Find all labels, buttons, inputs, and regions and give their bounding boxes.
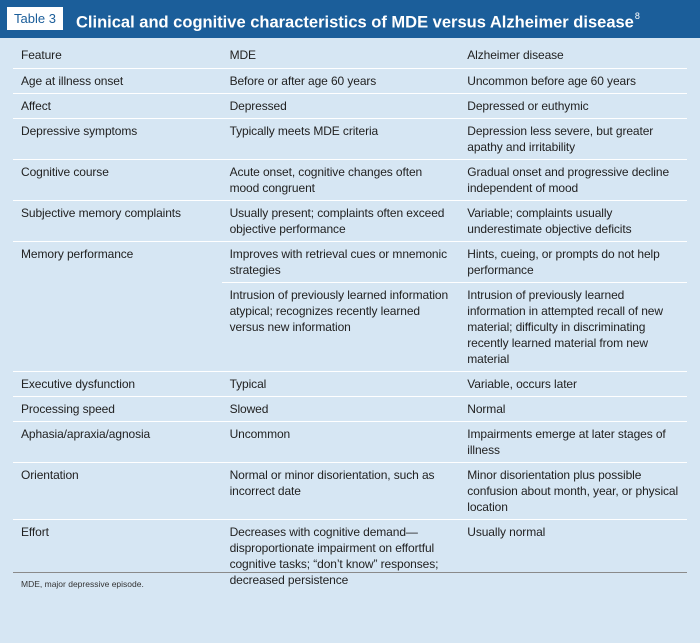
column-header-alzheimer: Alzheimer disease <box>459 42 687 69</box>
footnote-divider <box>13 572 687 573</box>
alzheimer-cell: Depressed or euthymic <box>459 93 687 119</box>
table-row: Affect Depressed Depressed or euthymic <box>13 93 687 119</box>
mde-cell: Improves with retrieval cues or mnemonic… <box>221 241 460 283</box>
feature-cell: Cognitive course <box>13 159 222 201</box>
mde-cell: Depressed <box>221 93 460 119</box>
feature-cell: Effort <box>21 525 49 539</box>
table-row: Depressive symptoms Typically meets MDE … <box>13 118 687 160</box>
mde-cell: Usually present; complaints often exceed… <box>221 200 460 242</box>
alzheimer-cell: Normal <box>459 396 687 422</box>
feature-cell: Age at illness onset <box>13 68 222 94</box>
alzheimer-cell: Minor disorientation plus possible confu… <box>459 462 687 520</box>
mde-cell: Slowed <box>221 396 460 422</box>
mde-cell: Uncommon <box>221 421 460 463</box>
alzheimer-cell: Hints, cueing, or prompts do not help pe… <box>459 241 687 283</box>
table-header: Table 3 Clinical and cognitive character… <box>0 0 700 38</box>
comparison-table: Feature MDE Alzheimer disease Age at ill… <box>13 42 687 592</box>
feature-cell: Depressive symptoms <box>13 118 222 160</box>
table-label: Table 3 <box>7 7 63 30</box>
alzheimer-cell: Impairments emerge at later stages of il… <box>459 421 687 463</box>
feature-cell: Executive dysfunction <box>13 371 222 397</box>
table-row: Subjective memory complaints Usually pre… <box>13 200 687 242</box>
table-panel: Feature MDE Alzheimer disease Age at ill… <box>0 38 700 643</box>
mde-cell: Typically meets MDE criteria <box>221 118 460 160</box>
table-row: Processing speed Slowed Normal <box>13 396 687 422</box>
mde-cell: Decreases with cognitive demand—dispropo… <box>229 525 439 587</box>
footnote: MDE, major depressive episode. <box>21 579 144 589</box>
alzheimer-cell: Intrusion of previously learned informat… <box>459 282 687 372</box>
feature-cell: Orientation <box>13 462 222 520</box>
mde-cell: Intrusion of previously learned informat… <box>221 282 460 372</box>
column-header-feature: Feature <box>13 42 222 69</box>
table-row: Intrusion of previously learned informat… <box>13 282 687 372</box>
mde-cell: Normal or minor disorientation, such as … <box>221 462 460 520</box>
table-row: Cognitive course Acute onset, cognitive … <box>13 159 687 201</box>
table-title: Clinical and cognitive characteristics o… <box>76 0 640 38</box>
feature-cell: Affect <box>13 93 222 119</box>
alzheimer-cell: Variable; complaints usually underestima… <box>459 200 687 242</box>
column-header-mde: MDE <box>221 42 460 69</box>
table-row: Orientation Normal or minor disorientati… <box>13 462 687 520</box>
alzheimer-cell: Uncommon before age 60 years <box>459 68 687 94</box>
table-row: Memory performance Improves with retriev… <box>13 241 687 372</box>
table-row: Age at illness onset Before or after age… <box>13 68 687 94</box>
feature-cell: Aphasia/apraxia/agnosia <box>13 421 222 463</box>
alzheimer-cell: Usually normal <box>467 525 546 539</box>
table-title-text: Clinical and cognitive characteristics o… <box>76 13 634 32</box>
table-row: Aphasia/apraxia/agnosia Uncommon Impairm… <box>13 421 687 463</box>
mde-cell: Before or after age 60 years <box>221 68 460 94</box>
feature-cell: Memory performance <box>13 241 222 372</box>
feature-cell: Subjective memory complaints <box>13 200 222 242</box>
alzheimer-cell: Gradual onset and progressive decline in… <box>459 159 687 201</box>
title-reference: 8 <box>634 11 640 21</box>
alzheimer-cell: Depression less severe, but greater apat… <box>459 118 687 160</box>
table-row: Executive dysfunction Typical Variable, … <box>13 371 687 397</box>
mde-cell: Acute onset, cognitive changes often moo… <box>221 159 460 201</box>
column-header-row: Feature MDE Alzheimer disease <box>13 42 687 69</box>
feature-cell: Processing speed <box>13 396 222 422</box>
table-row: Effort Decreases with cognitive demand—d… <box>13 520 687 593</box>
mde-cell: Typical <box>221 371 460 397</box>
alzheimer-cell: Variable, occurs later <box>459 371 687 397</box>
